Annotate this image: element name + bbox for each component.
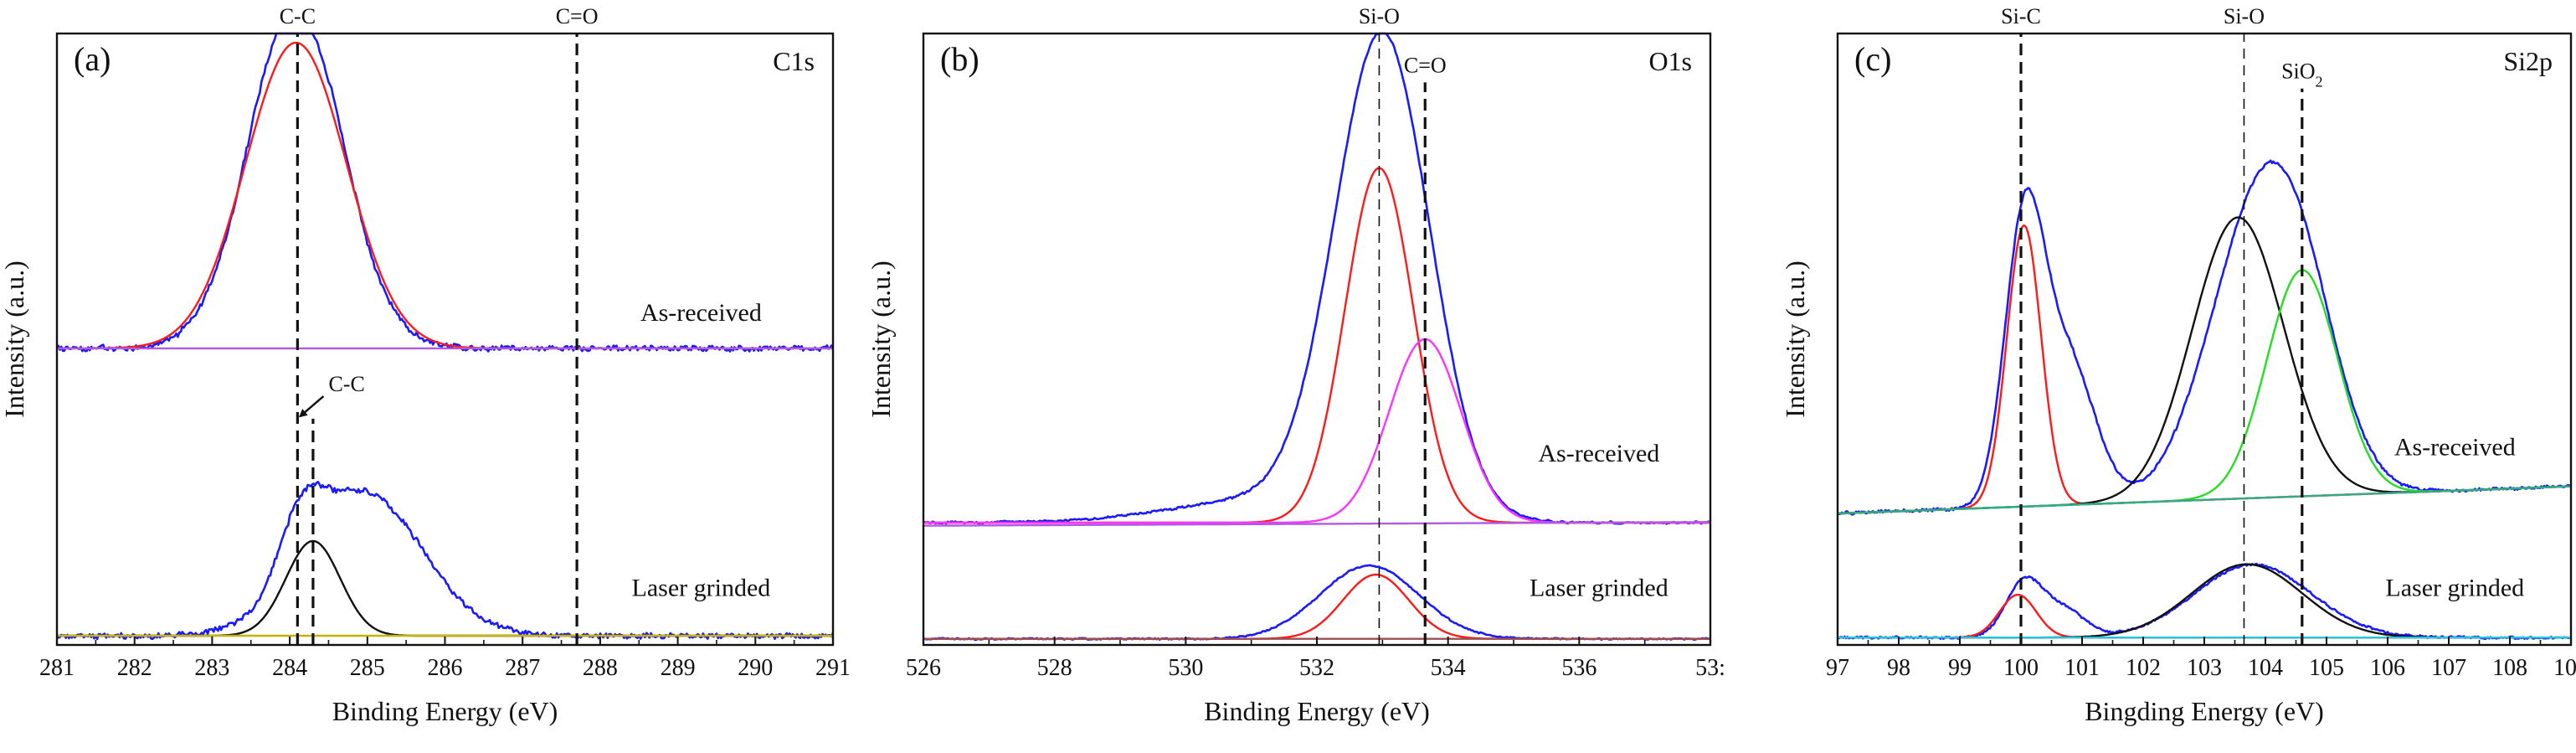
peak-label: Si-O bbox=[2224, 4, 2265, 28]
x-tick-label: 102 bbox=[2126, 655, 2161, 681]
x-tick-label: 98 bbox=[1887, 655, 1910, 681]
x-tick-label: 99 bbox=[1948, 655, 1972, 681]
x-tick-label: 53: bbox=[1695, 655, 1725, 681]
x-tick-label: 530 bbox=[1168, 655, 1203, 681]
curve-annotation: As-received bbox=[640, 299, 762, 327]
x-tick-label: 528 bbox=[1037, 655, 1072, 681]
x-tick-label: 104 bbox=[2248, 655, 2283, 681]
x-tick-label: 281 bbox=[39, 655, 75, 681]
curve-annotation: As-received bbox=[1538, 440, 1659, 467]
x-tick-label: 105 bbox=[2309, 655, 2344, 681]
x-tick-label: 108 bbox=[2492, 655, 2527, 681]
panel-label: (a) bbox=[74, 40, 111, 78]
series-as-received-c-o-fit bbox=[923, 338, 1710, 524]
peak-label: Si-C bbox=[2001, 4, 2041, 28]
x-tick-label: 287 bbox=[505, 655, 540, 681]
curve-annotation: Laser grinded bbox=[632, 575, 771, 602]
series-as-received-background bbox=[1838, 485, 2572, 515]
series-as-received-sio2-fit bbox=[1838, 269, 2572, 515]
x-tick-label: 290 bbox=[738, 655, 773, 681]
peak-label: C-C bbox=[280, 4, 316, 28]
plot-frame bbox=[55, 32, 835, 647]
peak-label: C=O bbox=[1404, 53, 1447, 77]
x-tick-label: 106 bbox=[2370, 655, 2405, 681]
peak-label: C=O bbox=[556, 4, 599, 28]
panel-a: C-C C=O C-C As-received Laser grinded (a) C1s 2… bbox=[0, 4, 851, 726]
series-laser-grinded-raw bbox=[56, 481, 835, 641]
series-as-received-background bbox=[923, 521, 1710, 527]
x-tick-label: 526 bbox=[906, 655, 941, 681]
x-tick-label: 101 bbox=[2064, 655, 2100, 681]
y-axis-label: Intensity (a.u.) bbox=[866, 260, 896, 418]
x-tick-label: 536 bbox=[1561, 655, 1597, 681]
series-as-received-si-o-fit bbox=[1838, 216, 2572, 515]
x-axis-label: Binding Energy (eV) bbox=[1204, 696, 1430, 726]
plot-frame bbox=[922, 32, 1712, 647]
peak-label: Si-O bbox=[1359, 4, 1400, 28]
series-as-received-raw bbox=[1837, 159, 2572, 516]
x-tick-label: 97 bbox=[1826, 655, 1849, 681]
x-tick-label: 534 bbox=[1431, 655, 1466, 681]
curve-annotation: As-received bbox=[2394, 434, 2516, 462]
panel-label: (b) bbox=[940, 40, 979, 78]
arrow-label: C-C bbox=[328, 372, 364, 396]
panel-label: (c) bbox=[1854, 40, 1891, 78]
x-tick-label: 103 bbox=[2187, 655, 2222, 681]
x-tick-label: 109 bbox=[2553, 655, 2576, 681]
arrow-icon bbox=[298, 395, 325, 418]
core-level-label: C1s bbox=[773, 46, 815, 76]
x-axis-label: Bingding Energy (eV) bbox=[2085, 696, 2324, 726]
x-tick-label: 286 bbox=[428, 655, 463, 681]
x-tick-label: 284 bbox=[272, 655, 307, 681]
x-tick-label: 291 bbox=[815, 655, 851, 681]
x-tick-label: 285 bbox=[350, 655, 385, 681]
core-level-label: Si2p bbox=[2503, 46, 2553, 76]
x-tick-label: 288 bbox=[583, 655, 618, 681]
y-axis-label: Intensity (a.u.) bbox=[0, 260, 29, 418]
x-tick-label: 282 bbox=[117, 655, 152, 681]
x-tick-label: 283 bbox=[194, 655, 229, 681]
x-axis-label: Binding Energy (eV) bbox=[332, 696, 558, 726]
panel-b: Si-O C=O As-received Laser grinded (b) O1s 526… bbox=[866, 4, 1725, 726]
y-axis-label: Intensity (a.u.) bbox=[1780, 260, 1810, 418]
x-tick-label: 532 bbox=[1299, 655, 1334, 681]
x-tick-label: 100 bbox=[2003, 655, 2039, 681]
x-tick-label: 107 bbox=[2431, 655, 2466, 681]
series-as-received-si-c-fit bbox=[1838, 224, 2572, 515]
curve-annotation: Laser grinded bbox=[2385, 575, 2524, 602]
series-as-received-si-o-fit bbox=[923, 167, 1710, 524]
peak-label: SiO2 bbox=[2281, 59, 2322, 90]
curve-annotation: Laser grinded bbox=[1530, 575, 1668, 602]
panel-c: Si-C Si-O SiO2 As-received Laser grinded (c) S… bbox=[1780, 4, 2576, 726]
core-level-label: O1s bbox=[1648, 46, 1692, 76]
x-tick-label: 289 bbox=[661, 655, 696, 681]
